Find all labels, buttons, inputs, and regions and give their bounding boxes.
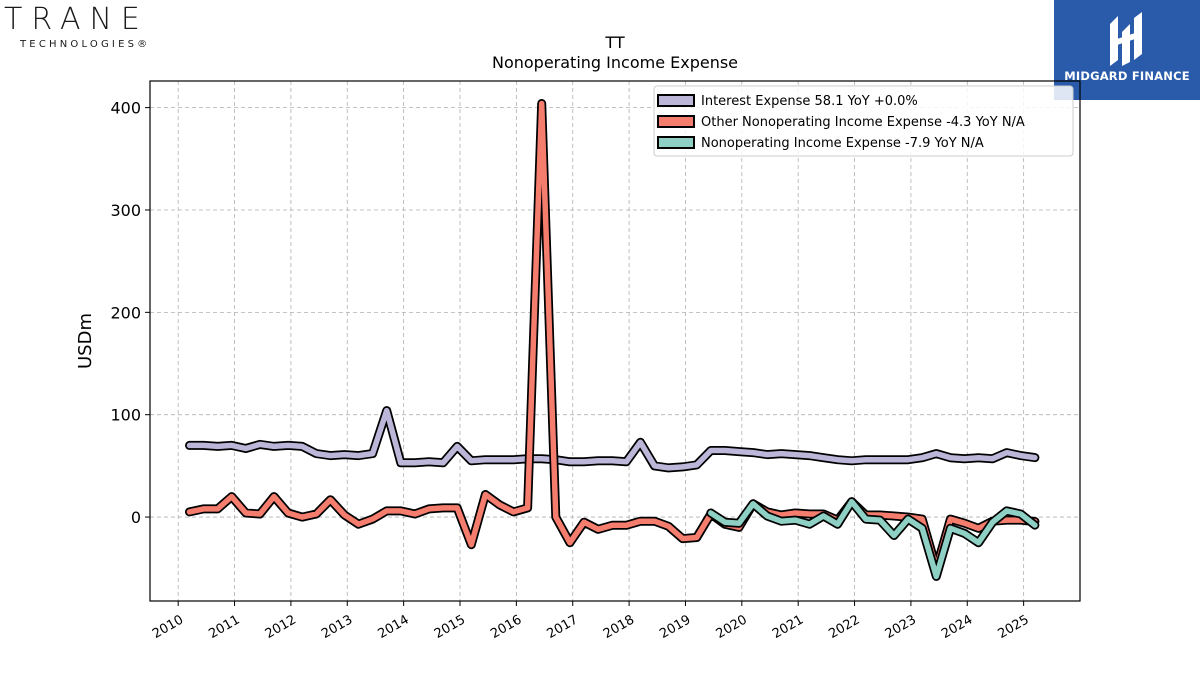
legend-label: Nonoperating Income Expense -7.9 YoY N/A: [701, 136, 984, 151]
series-line: [186, 100, 1038, 571]
series-1: [185, 406, 1040, 473]
series-line: [708, 498, 1038, 580]
axis-ticks: 0 100 200 300 400 2010 2011 2012 2013 2014 2015 201…: [110, 99, 1031, 642]
x-tick-label: 2022: [826, 612, 862, 642]
chart-subtitle: Nonoperating Income Expense: [492, 53, 738, 72]
y-axis-label: USDm: [75, 313, 96, 369]
x-tick-label: 2018: [601, 612, 637, 642]
x-tick-label: 2015: [432, 612, 468, 642]
midgard-finance-logo: MIDGARD FINANCE: [1054, 0, 1200, 100]
midgard-finance-name: MIDGARD FINANCE: [1064, 69, 1190, 83]
series-line: [186, 407, 1038, 471]
legend-label: Interest Expense 58.1 YoY +0.0%: [701, 94, 918, 109]
x-tick-label: 2025: [995, 612, 1031, 642]
midgard-emblem-icon: [1110, 12, 1142, 66]
series-lines: [185, 99, 1040, 581]
legend-box: [653, 85, 1074, 157]
series-2: [185, 99, 1040, 573]
x-tick-label: 2016: [488, 612, 524, 642]
x-tick-label: 2011: [206, 612, 242, 642]
x-tick-label: 2013: [319, 612, 355, 642]
legend-item: Interest Expense 58.1 YoY +0.0%: [657, 94, 918, 109]
legend-item: Other Nonoperating Income Expense -4.3 Y…: [657, 115, 1025, 130]
legend-label: Other Nonoperating Income Expense -4.3 Y…: [701, 115, 1025, 130]
grid: [150, 81, 1080, 601]
legend-swatch: [657, 136, 695, 149]
chart-title: TT: [604, 33, 624, 52]
x-tick-label: 2012: [263, 612, 299, 642]
x-tick-label: 2021: [770, 612, 806, 642]
y-tick-label: 100: [110, 406, 141, 425]
legend: Interest Expense 58.1 YoY +0.0% Other Non…: [653, 85, 1074, 157]
trane-logo: TRANE TECHNOLOGIES®: [4, 2, 164, 51]
x-tick-label: 2014: [375, 612, 411, 642]
legend-item: Nonoperating Income Expense -7.9 YoY N/A: [657, 136, 984, 151]
x-tick-label: 2023: [883, 612, 919, 642]
x-tick-label: 2019: [657, 612, 693, 642]
series-line-outline: [185, 99, 1040, 573]
x-tick-label: 2024: [939, 612, 975, 642]
x-tick-label: 2010: [150, 612, 186, 642]
x-tick-label: 2017: [545, 612, 581, 642]
trane-logo-name: TRANE: [4, 2, 149, 37]
y-tick-label: 300: [110, 201, 141, 220]
legend-swatch: [657, 115, 695, 128]
plot-frame: [149, 80, 1081, 602]
y-tick-label: 0: [131, 508, 141, 527]
y-tick-label: 400: [110, 99, 141, 118]
trane-logo-sub: TECHNOLOGIES®: [20, 39, 151, 50]
legend-swatch: [657, 94, 695, 107]
x-tick-label: 2020: [714, 612, 750, 642]
y-tick-label: 200: [110, 303, 141, 322]
series-3: [706, 497, 1040, 581]
